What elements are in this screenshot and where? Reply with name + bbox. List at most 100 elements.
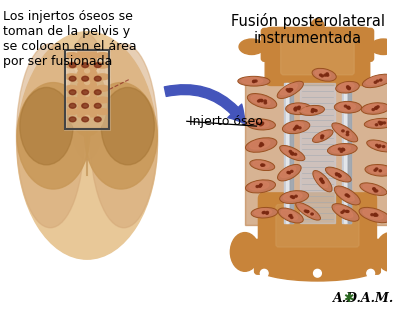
Ellipse shape [238,76,270,86]
Ellipse shape [346,134,349,136]
Ellipse shape [376,233,400,271]
Ellipse shape [371,39,396,54]
Ellipse shape [311,213,313,215]
Text: Fusión posterolateral
instrumentada: Fusión posterolateral instrumentada [231,13,385,46]
Ellipse shape [364,118,397,128]
Ellipse shape [289,150,292,152]
Ellipse shape [278,208,303,223]
Ellipse shape [380,122,383,124]
Ellipse shape [346,211,349,212]
Ellipse shape [249,181,269,190]
Ellipse shape [290,170,293,172]
Ellipse shape [247,93,277,108]
Ellipse shape [372,108,374,110]
Ellipse shape [260,142,262,144]
Ellipse shape [338,148,341,150]
Ellipse shape [321,137,323,139]
Ellipse shape [303,107,319,113]
Ellipse shape [335,126,352,138]
Ellipse shape [306,211,308,212]
Ellipse shape [287,90,290,92]
Ellipse shape [96,62,109,68]
Ellipse shape [332,123,358,142]
Ellipse shape [254,209,272,216]
Ellipse shape [280,146,305,161]
Ellipse shape [96,97,109,103]
Ellipse shape [94,103,101,108]
Ellipse shape [260,100,263,101]
Ellipse shape [289,215,291,217]
Ellipse shape [312,109,314,111]
Ellipse shape [337,173,340,175]
Ellipse shape [261,123,263,125]
Ellipse shape [320,178,322,180]
Ellipse shape [246,180,276,193]
FancyBboxPatch shape [342,83,351,223]
Ellipse shape [322,181,324,183]
Ellipse shape [294,153,297,155]
FancyBboxPatch shape [78,71,96,82]
Ellipse shape [101,87,154,165]
Ellipse shape [296,203,320,220]
Ellipse shape [371,214,373,216]
FancyBboxPatch shape [350,28,374,61]
Ellipse shape [320,179,322,180]
Ellipse shape [69,90,76,95]
Text: Los injertos óseos se
toman de la pelvis y
se colocan en el área
por ser fusiona: Los injertos óseos se toman de la pelvis… [3,10,136,68]
Text: Injerto óseo: Injerto óseo [189,115,263,128]
Ellipse shape [262,212,265,214]
Ellipse shape [313,171,332,192]
Ellipse shape [342,148,344,150]
Ellipse shape [260,269,268,277]
Ellipse shape [334,101,362,113]
Ellipse shape [373,188,375,190]
Ellipse shape [338,175,341,177]
Ellipse shape [298,205,315,217]
Ellipse shape [375,124,378,126]
Ellipse shape [280,167,296,177]
Ellipse shape [65,85,78,91]
FancyBboxPatch shape [78,106,96,117]
Ellipse shape [376,107,378,109]
Ellipse shape [260,143,263,145]
Ellipse shape [16,44,84,228]
Ellipse shape [96,85,109,91]
Ellipse shape [82,76,88,81]
Ellipse shape [369,166,388,173]
Ellipse shape [377,106,379,108]
Ellipse shape [256,186,258,188]
Ellipse shape [250,160,275,171]
Ellipse shape [85,59,90,63]
Ellipse shape [259,145,262,147]
Ellipse shape [341,212,343,213]
Ellipse shape [346,210,348,212]
Ellipse shape [239,39,264,54]
Ellipse shape [347,107,349,108]
Ellipse shape [339,83,354,91]
Ellipse shape [85,116,90,119]
Ellipse shape [290,89,293,91]
Ellipse shape [65,74,78,80]
Ellipse shape [288,90,291,92]
Ellipse shape [342,130,344,132]
Ellipse shape [266,212,268,214]
Ellipse shape [263,212,266,213]
Ellipse shape [289,104,306,112]
Ellipse shape [261,164,263,166]
FancyBboxPatch shape [78,60,96,70]
Ellipse shape [65,97,78,103]
FancyBboxPatch shape [355,239,380,274]
Ellipse shape [68,34,106,160]
Ellipse shape [312,68,336,81]
Ellipse shape [292,196,294,198]
Ellipse shape [344,105,347,107]
Ellipse shape [376,80,379,82]
Ellipse shape [17,83,90,189]
Ellipse shape [290,196,293,198]
Ellipse shape [295,107,297,109]
Ellipse shape [300,105,324,116]
Ellipse shape [253,161,269,168]
Ellipse shape [251,207,278,218]
Ellipse shape [380,79,382,81]
Ellipse shape [294,108,296,110]
